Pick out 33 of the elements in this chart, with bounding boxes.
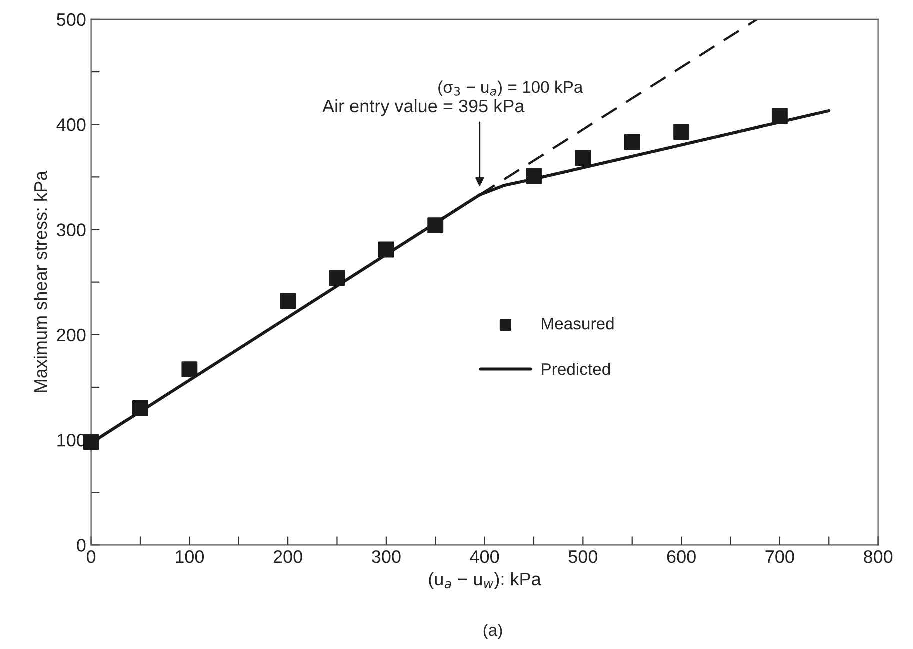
annotation: Air entry value = 395 kPa bbox=[322, 99, 525, 116]
point bbox=[132, 400, 148, 416]
x-tick-label: 500 bbox=[568, 550, 598, 564]
y-tick-label: 0 bbox=[77, 539, 86, 552]
x-tick-label: 700 bbox=[766, 550, 794, 564]
y-tick-label: 200 bbox=[57, 328, 86, 342]
point bbox=[280, 293, 296, 310]
x-tick-label: 100 bbox=[176, 550, 204, 564]
x-tick-label: 800 bbox=[864, 550, 893, 564]
text: (a) bbox=[484, 624, 502, 640]
x-tick-label: 300 bbox=[372, 550, 401, 564]
x-tick-label: 600 bbox=[667, 550, 696, 564]
annotation: (σ$_{3}$ − u$_{a}$) = 100 kPa bbox=[438, 80, 584, 96]
x-axis-title: (u$_{a}$ − u$_{w}$): kPa bbox=[429, 572, 542, 590]
legend-label: Measured bbox=[542, 317, 614, 330]
y-tick-label: 500 bbox=[57, 13, 86, 26]
y-tick-label: 300 bbox=[57, 224, 86, 236]
point bbox=[182, 362, 198, 378]
point bbox=[329, 270, 346, 286]
y-tick-label: 400 bbox=[56, 118, 86, 132]
y-axis-title: Maximum shear stress: kPa bbox=[34, 170, 48, 392]
point bbox=[378, 242, 394, 258]
point bbox=[428, 218, 444, 234]
point bbox=[83, 434, 100, 450]
point bbox=[624, 134, 640, 150]
point bbox=[575, 150, 592, 166]
x-tick-label: 200 bbox=[274, 550, 302, 564]
point bbox=[526, 168, 542, 184]
legend-label: Predicted bbox=[542, 363, 610, 376]
point bbox=[772, 108, 788, 124]
x-tick-label: 400 bbox=[470, 550, 500, 564]
point bbox=[674, 124, 690, 140]
x-tick-label: 0 bbox=[86, 550, 96, 564]
